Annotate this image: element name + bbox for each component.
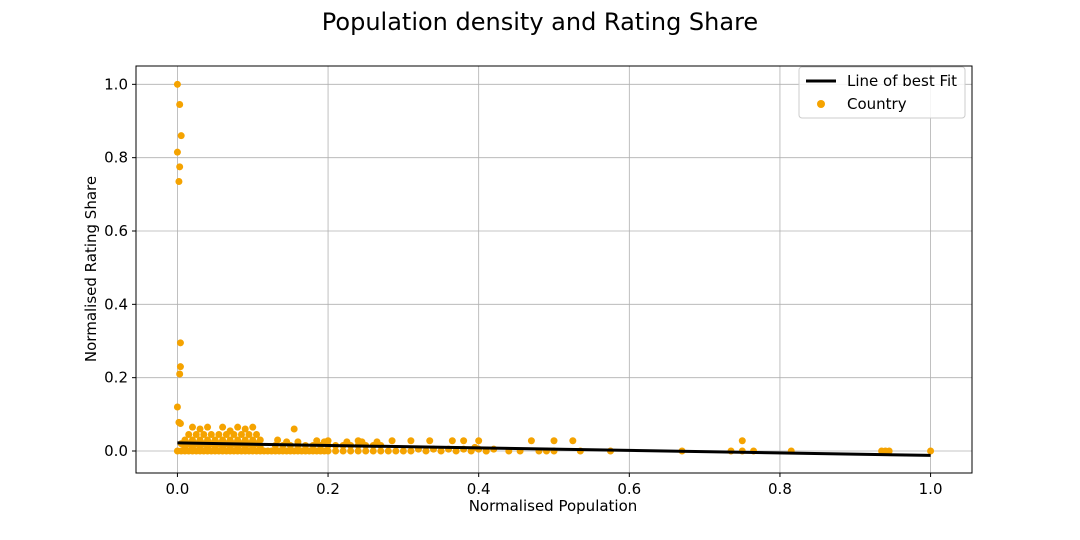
country-point bbox=[388, 437, 396, 445]
country-point bbox=[407, 437, 415, 445]
x-tick-label: 0.4 bbox=[467, 480, 491, 498]
country-point bbox=[249, 436, 257, 444]
country-point bbox=[550, 437, 558, 445]
x-tick-label: 0.0 bbox=[165, 480, 189, 498]
country-point bbox=[176, 420, 184, 427]
country-point bbox=[215, 431, 223, 438]
country-point bbox=[176, 363, 184, 371]
chart-title: Population density and Rating Share bbox=[322, 8, 758, 36]
country-point bbox=[343, 438, 351, 446]
country-point bbox=[392, 447, 400, 455]
country-point bbox=[219, 436, 227, 444]
legend: Line of best Fit Country bbox=[798, 66, 966, 119]
country-point bbox=[290, 425, 298, 433]
country-point bbox=[527, 437, 535, 445]
country-point bbox=[377, 447, 385, 455]
country-point bbox=[241, 425, 249, 433]
country-point bbox=[569, 437, 577, 445]
country-point bbox=[204, 423, 212, 431]
best-fit-line bbox=[177, 441, 931, 457]
axis-ticks: 0.0 0.2 0.4 0.6 0.8 1.0 0.0 0.2 0.4 0.6 0.8 1.0 bbox=[104, 75, 942, 498]
country-point bbox=[274, 436, 282, 444]
country-point bbox=[347, 447, 355, 455]
legend-box bbox=[798, 66, 966, 119]
country-point bbox=[176, 370, 184, 378]
country-point bbox=[460, 437, 468, 445]
country-point bbox=[332, 447, 340, 455]
country-point bbox=[188, 423, 196, 431]
country-point bbox=[211, 436, 219, 444]
country-point bbox=[885, 447, 893, 455]
country-point bbox=[226, 436, 234, 444]
x-axis-label: Normalised Population bbox=[469, 497, 638, 515]
country-point bbox=[475, 437, 483, 445]
country-point bbox=[226, 427, 234, 435]
y-tick-label: 0.2 bbox=[104, 369, 128, 387]
country-point bbox=[399, 447, 407, 455]
country-point bbox=[253, 431, 261, 438]
country-point bbox=[204, 436, 212, 444]
country-point bbox=[448, 437, 456, 445]
country-point bbox=[358, 438, 366, 446]
x-tick-label: 0.6 bbox=[617, 480, 641, 498]
y-tick-label: 1.0 bbox=[104, 75, 128, 93]
legend-label-best-fit: Line of best Fit bbox=[847, 72, 957, 90]
country-point bbox=[196, 436, 204, 444]
country-point bbox=[173, 148, 181, 156]
country-point bbox=[738, 437, 746, 445]
scatter-points bbox=[173, 80, 935, 455]
y-tick-label: 0.4 bbox=[104, 295, 128, 313]
x-tick-label: 0.2 bbox=[316, 480, 340, 498]
country-point bbox=[407, 447, 415, 455]
plot-frame bbox=[135, 65, 973, 474]
country-point bbox=[192, 431, 200, 438]
legend-label-country: Country bbox=[847, 95, 907, 113]
y-tick-label: 0.8 bbox=[104, 149, 128, 167]
country-point bbox=[234, 423, 242, 431]
country-point bbox=[177, 132, 185, 140]
country-point bbox=[384, 447, 392, 455]
country-point bbox=[219, 423, 227, 431]
country-point bbox=[437, 447, 445, 455]
x-tick-label: 1.0 bbox=[919, 480, 943, 498]
country-point bbox=[369, 447, 377, 455]
country-point bbox=[324, 447, 332, 455]
country-point bbox=[426, 437, 434, 445]
country-point bbox=[176, 163, 184, 171]
grid-lines bbox=[136, 66, 972, 473]
country-point bbox=[176, 339, 184, 347]
country-point bbox=[324, 437, 332, 445]
legend-point-swatch bbox=[817, 100, 825, 108]
country-point bbox=[249, 423, 257, 431]
country-point bbox=[256, 436, 264, 444]
country-point bbox=[185, 431, 193, 438]
best-fit-line-layer bbox=[177, 441, 931, 457]
country-point bbox=[234, 436, 242, 444]
country-point bbox=[196, 425, 204, 433]
country-point bbox=[373, 438, 381, 446]
country-point bbox=[452, 447, 460, 455]
country-point bbox=[237, 431, 245, 438]
country-point bbox=[173, 403, 181, 411]
country-point bbox=[176, 101, 184, 108]
country-point bbox=[313, 437, 321, 445]
country-point bbox=[173, 80, 181, 88]
country-point bbox=[927, 447, 935, 455]
country-point bbox=[339, 447, 347, 455]
country-point bbox=[354, 447, 362, 455]
country-point bbox=[241, 436, 249, 444]
country-point bbox=[362, 447, 370, 455]
country-point bbox=[207, 431, 215, 438]
y-tick-label: 0.0 bbox=[104, 442, 128, 460]
country-point bbox=[175, 178, 183, 185]
country-point bbox=[200, 431, 208, 438]
country-point bbox=[245, 431, 253, 438]
y-tick-label: 0.6 bbox=[104, 222, 128, 240]
country-point bbox=[422, 447, 430, 455]
y-axis-label: Normalised Rating Share bbox=[82, 176, 100, 362]
x-tick-label: 0.8 bbox=[768, 480, 792, 498]
